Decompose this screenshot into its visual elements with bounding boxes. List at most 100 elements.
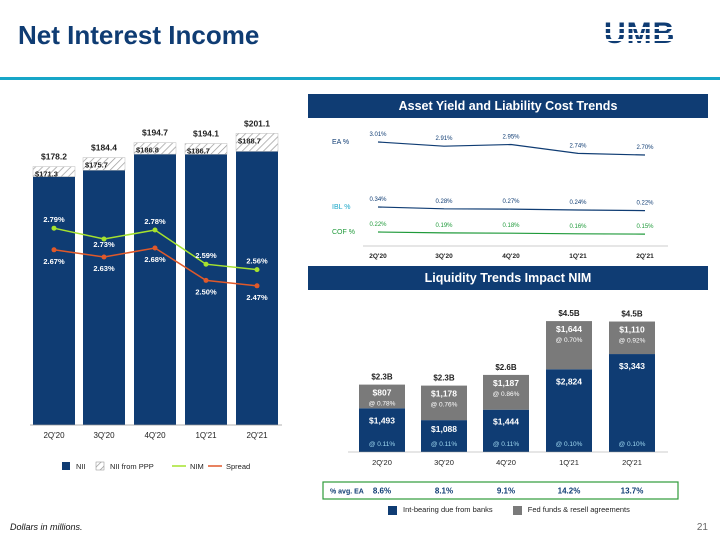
due-from-banks-value: $1,493 [369, 415, 395, 425]
fed-funds-value: $1,644 [556, 324, 582, 334]
yield-point-label: 0.16% [569, 224, 587, 230]
series-name: IBL % [332, 204, 350, 211]
legend-label-nii: NII [76, 462, 86, 471]
yield-line-1 [377, 206, 646, 212]
legend-label-nim: NIM [190, 462, 204, 471]
nim-line-label: 2.79% [43, 215, 65, 224]
nim-line-point [51, 225, 57, 231]
fed-funds-rate: @ 0.78% [369, 401, 396, 408]
spread-line-point [51, 247, 57, 253]
due-from-banks-bar [421, 420, 467, 452]
nii-chart: $178.2 $171.3 $184.4 $175.7 $194.7 $186.8 $194… [30, 118, 282, 471]
x-tick-label: 2Q'20 [43, 431, 65, 440]
total-label: $201.1 [244, 118, 270, 128]
spread-line-point [152, 245, 158, 251]
due-from-banks-value: $3,343 [619, 361, 645, 371]
fed-funds-bar [359, 384, 405, 409]
yield-point-label: 0.15% [636, 224, 654, 230]
due-from-banks-bar [609, 354, 655, 452]
fed-funds-value: $1,110 [619, 325, 645, 335]
fed-funds-bar [421, 385, 467, 421]
spread-line-label: 2.47% [246, 293, 268, 302]
yield-x-tick: 1Q'21 [569, 253, 587, 260]
liquidity-x-tick: 1Q'21 [559, 458, 579, 467]
nii-bar [33, 176, 75, 425]
nim-line-label: 2.73% [93, 240, 115, 249]
due-from-banks-rate: @ 0.11% [369, 441, 396, 448]
fed-funds-bar [546, 321, 592, 370]
fed-funds-bar [609, 321, 655, 355]
spread-line-label: 2.68% [144, 255, 166, 264]
avg-ea-value: 14.2% [558, 487, 581, 496]
liquidity-chart: $2.3B $807 @ 0.78% $1,493 @ 0.11% 2Q'20 $2.3B $… [322, 309, 679, 500]
due-from-banks-bar [546, 369, 592, 452]
nii-label: $171.3 [35, 170, 58, 179]
legend-swatch-navy [388, 505, 397, 515]
nim-line-point [254, 267, 260, 273]
due-from-banks-rate: @ 0.11% [493, 441, 520, 448]
header-rule [0, 77, 720, 80]
page-title: Net Interest Income [18, 20, 260, 50]
fed-funds-value: $1,178 [431, 389, 457, 399]
yield-point-label: 0.18% [502, 223, 520, 229]
logo-stripe-3 [604, 39, 700, 41]
liquidity-x-tick: 2Q'20 [372, 458, 392, 467]
yield-x-tick: 3Q'20 [435, 253, 453, 260]
banner-asset-yield: Asset Yield and Liability Cost Trends [308, 94, 708, 118]
liquidity-x-tick: 4Q'20 [496, 458, 516, 467]
ppp-bar [133, 142, 177, 155]
due-from-banks-value: $1,088 [431, 424, 457, 434]
ppp-bar [82, 157, 126, 171]
nii-label: $186.8 [136, 146, 159, 155]
fed-funds-bar [483, 374, 529, 410]
nim-line-label: 2.59% [195, 251, 217, 260]
yield-x-tick: 4Q'20 [502, 253, 520, 260]
liquidity-total: $2.6B [495, 363, 517, 372]
x-tick-label: 1Q'21 [195, 431, 217, 440]
nim-line-point [203, 261, 209, 267]
yield-point-label: 0.24% [569, 200, 587, 206]
total-label: $184.4 [91, 143, 117, 153]
banner-liquidity: Liquidity Trends Impact NIM [308, 266, 708, 290]
ppp-bar [184, 143, 228, 155]
x-tick-label: 2Q'21 [246, 431, 268, 440]
yield-point-label: 2.74% [569, 143, 587, 149]
nim-line-label: 2.78% [144, 217, 166, 226]
yield-point-label: 0.27% [502, 199, 520, 205]
spread-line-point [203, 277, 209, 283]
spread-line-label: 2.63% [93, 264, 115, 273]
yield-point-label: 2.95% [502, 135, 520, 141]
nii-bar [83, 170, 125, 425]
avg-ea-value: 8.6% [373, 487, 391, 496]
series-name: COF % [332, 229, 355, 236]
x-tick-label: 3Q'20 [93, 431, 115, 440]
total-label: $194.7 [142, 128, 168, 138]
legend-label-ppp: NII from PPP [110, 462, 154, 471]
spread-line-label: 2.67% [43, 257, 65, 266]
yield-point-label: 2.70% [636, 145, 654, 151]
nim-line-point [152, 227, 158, 233]
total-label: $178.2 [41, 152, 67, 162]
spread-line-label: 2.50% [195, 287, 217, 296]
yield-point-label: 0.19% [435, 223, 453, 229]
x-tick-label: 4Q'20 [144, 431, 166, 440]
spread-line-point [101, 254, 107, 260]
due-from-banks-value: $1,444 [493, 417, 519, 427]
nim-line-label: 2.56% [246, 257, 268, 266]
legend-label: Int-bearing due from banks [403, 505, 493, 514]
due-from-banks-rate: @ 0.10% [556, 441, 583, 448]
nii-bar [134, 154, 176, 425]
legend-item-due-from-banks: Int-bearing due from banks [388, 505, 493, 515]
fed-funds-rate: @ 0.92% [619, 338, 646, 345]
nii-label: $188.7 [238, 136, 261, 145]
avg-ea-box [322, 481, 679, 500]
nii-label: $186.7 [187, 147, 210, 156]
series-name: EA % [332, 139, 349, 146]
due-from-banks-bar [359, 408, 405, 452]
footer-note: Dollars in millions. [10, 522, 83, 532]
total-label: $194.1 [193, 129, 219, 139]
liquidity-total: $4.5B [621, 310, 643, 319]
yield-line-0 [377, 141, 646, 156]
fed-funds-rate: @ 0.76% [431, 402, 458, 409]
legend-label: Fed funds & resell agreements [527, 505, 630, 514]
